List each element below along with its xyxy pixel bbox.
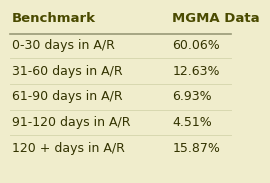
Text: 15.87%: 15.87% — [172, 142, 220, 155]
Text: 120 + days in A/R: 120 + days in A/R — [12, 142, 125, 155]
Text: 31-60 days in A/R: 31-60 days in A/R — [12, 65, 123, 78]
Text: 12.63%: 12.63% — [172, 65, 220, 78]
Text: 60.06%: 60.06% — [172, 39, 220, 52]
Text: 4.51%: 4.51% — [172, 116, 212, 129]
Text: 0-30 days in A/R: 0-30 days in A/R — [12, 39, 115, 52]
Text: MGMA Data: MGMA Data — [172, 12, 260, 25]
Text: Benchmark: Benchmark — [12, 12, 96, 25]
Text: 6.93%: 6.93% — [172, 90, 212, 103]
Text: 61-90 days in A/R: 61-90 days in A/R — [12, 90, 123, 103]
Text: 91-120 days in A/R: 91-120 days in A/R — [12, 116, 131, 129]
